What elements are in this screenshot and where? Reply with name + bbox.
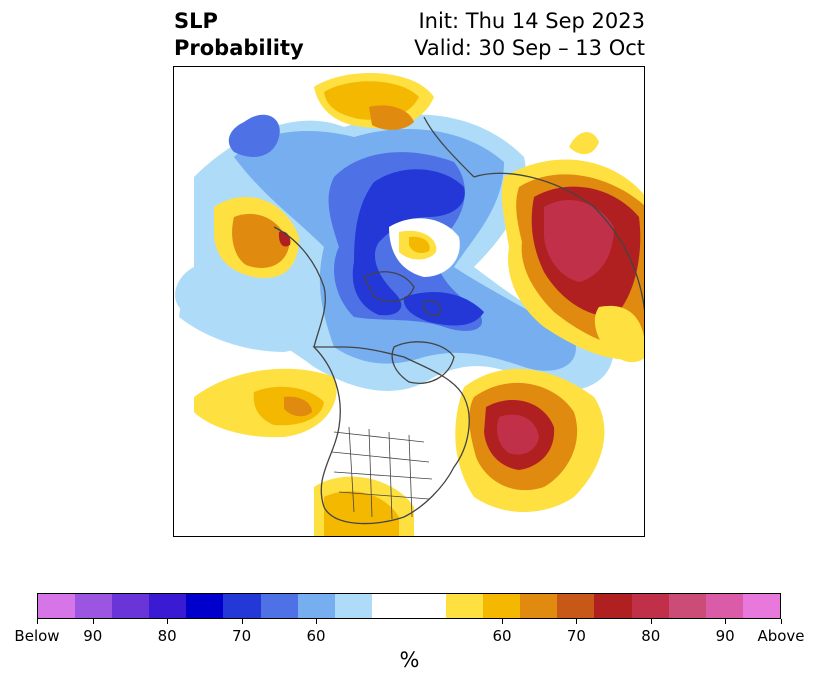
- init-date: Init: Thu 14 Sep 2023: [418, 9, 645, 33]
- probability-map: [173, 66, 645, 537]
- colorbar-tick-mark: [242, 619, 243, 624]
- colorbar-tick-label: 70: [232, 627, 252, 645]
- below-60-pacific: [179, 274, 315, 352]
- colorbar-tick-mark: [93, 619, 94, 624]
- colorbar-below-segment: [334, 594, 372, 618]
- colorbar: [37, 593, 781, 619]
- colorbar-below-segment: [260, 594, 298, 618]
- colorbar-above-segment: [742, 594, 780, 618]
- colorbar-below-segment: [75, 594, 113, 618]
- colorbar-tick-label: 80: [157, 627, 177, 645]
- colorbar-tick-label: Above: [757, 627, 805, 645]
- colorbar-above-segment: [520, 594, 558, 618]
- colorbar-above-segment: [668, 594, 706, 618]
- below-90-east: [403, 292, 484, 326]
- below-80-alaska: [228, 114, 280, 157]
- us-state-lines: [331, 426, 433, 520]
- above-90-atlantic: [497, 414, 539, 455]
- colorbar-tick-mark: [167, 619, 168, 624]
- variable-label-line2: Probability: [174, 36, 304, 60]
- colorbar-tick-mark: [316, 619, 317, 624]
- colorbar-above-segment: [631, 594, 669, 618]
- coastline-north-america: [312, 346, 470, 525]
- colorbar-above-segment: [557, 594, 595, 618]
- colorbar-tick-mark: [502, 619, 503, 624]
- colorbar-above-segment: [483, 594, 521, 618]
- colorbar-tick-mark: [37, 619, 38, 624]
- colorbar-below-segment: [38, 594, 76, 618]
- colorbar-tick-label: 80: [641, 627, 661, 645]
- coastline-alaska: [273, 226, 326, 348]
- chart-title-left: SLP Probability: [174, 8, 304, 62]
- colorbar-tick-mark: [781, 619, 782, 624]
- colorbar-tick-label: 60: [492, 627, 512, 645]
- colorbar-tick-label: 90: [715, 627, 735, 645]
- colorbar-below-segment: [149, 594, 187, 618]
- colorbar-tick-label: 70: [566, 627, 586, 645]
- variable-label: SLP: [174, 9, 218, 33]
- map-canvas: [175, 73, 644, 536]
- coastline-greenland: [391, 341, 455, 384]
- colorbar-tick-mark: [725, 619, 726, 624]
- above-90-asia: [544, 199, 614, 282]
- chart-title-right: Init: Thu 14 Sep 2023 Valid: 30 Sep – 13…: [414, 8, 645, 62]
- colorbar-below-segment: [112, 594, 150, 618]
- colorbar-neutral-segment: [371, 594, 447, 618]
- valid-range: Valid: 30 Sep – 13 Oct: [414, 36, 645, 60]
- above-80-arctic: [369, 105, 414, 130]
- coastline-eurasia: [423, 116, 644, 328]
- colorbar-below-segment: [297, 594, 335, 618]
- colorbar-below-segment: [186, 594, 224, 618]
- colorbar-tick-mark: [576, 619, 577, 624]
- colorbar-above-segment: [705, 594, 743, 618]
- colorbar-tick-label: 60: [306, 627, 326, 645]
- above-70-kara: [409, 236, 430, 253]
- above-80-central-pacific: [284, 396, 312, 417]
- colorbar-tick-label: 90: [83, 627, 103, 645]
- colorbar-tick-label: Below: [14, 627, 60, 645]
- above-70-us: [324, 491, 399, 536]
- colorbar-below-segment: [223, 594, 261, 618]
- above-60-hawaii: [569, 132, 599, 155]
- above-60-europe-south: [594, 305, 644, 363]
- below-90-region: [352, 169, 465, 316]
- colorbar-tick-mark: [651, 619, 652, 624]
- colorbar-above-segment: [594, 594, 632, 618]
- colorbar-above-segment: [446, 594, 484, 618]
- coastline-arctic-islands: [363, 271, 441, 317]
- colorbar-unit-label: %: [399, 648, 420, 672]
